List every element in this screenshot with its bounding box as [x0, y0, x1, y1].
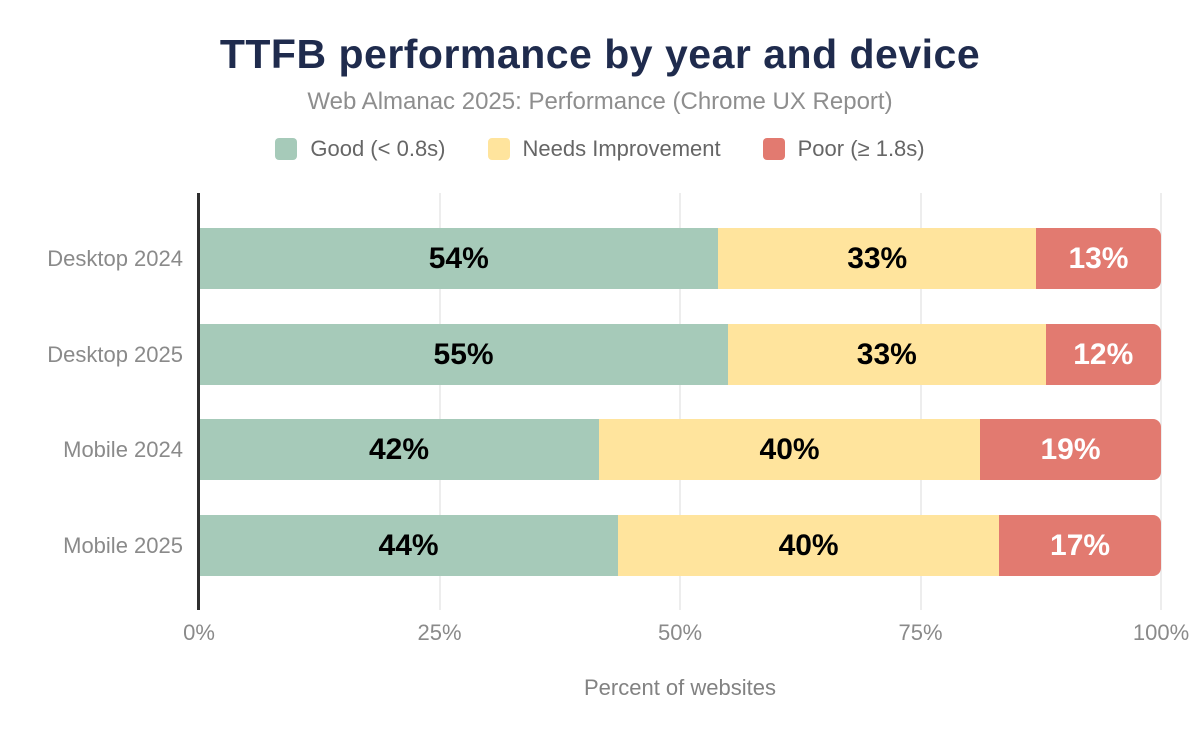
bar-value-label: 12%: [1073, 337, 1134, 371]
bar-segment: 33%: [728, 324, 1046, 385]
bar-value-label: 33%: [856, 337, 917, 371]
bar-segment: 54%: [199, 228, 719, 289]
plot-area: Percent of websites 54% 33% 13% Desktop 202…: [47, 193, 1189, 700]
bar-value-label: 17%: [1050, 528, 1111, 562]
gridline-25: [438, 193, 441, 610]
bar-segment: 17%: [999, 515, 1161, 576]
bar-value-label: 54%: [428, 241, 489, 275]
category-label: Desktop 2024: [47, 246, 183, 271]
bar-value-label: 40%: [759, 432, 820, 466]
y-axis-line: [197, 193, 200, 610]
bar-row-desktop-2024: 54% 33% 13%: [199, 228, 1161, 289]
bar-value-label: 13%: [1068, 241, 1129, 275]
category-label: Mobile 2025: [63, 533, 183, 558]
x-tick-label: 75%: [898, 620, 943, 645]
bar-row-desktop-2025: 55% 33% 12%: [199, 324, 1161, 385]
bar-value-label: 33%: [847, 241, 908, 275]
x-tick-label: 0%: [183, 620, 215, 645]
legend-swatch-icon: [762, 138, 785, 160]
bar-segment: 12%: [1045, 324, 1161, 385]
legend-item-0: Good (< 0.8s): [275, 136, 446, 162]
legend-item-label: Needs Improvement: [522, 136, 721, 161]
bar-value-label: 42%: [369, 432, 430, 466]
x-tick-label: 50%: [657, 620, 703, 645]
bar-row-mobile-2024: 42% 40% 19%: [199, 419, 1161, 480]
bar-row-mobile-2025: 44% 40% 17%: [199, 515, 1161, 576]
legend-item-2: Poor (≥ 1.8s): [762, 136, 925, 162]
bar-segment: 55%: [199, 324, 729, 385]
category-label: Desktop 2025: [47, 342, 183, 367]
bar-value-label: 44%: [378, 528, 439, 562]
legend-swatch-icon: [275, 138, 298, 160]
bar-value-label: 40%: [778, 528, 839, 562]
legend-swatch-icon: [487, 138, 510, 160]
chart-title: TTFB performance by year and device: [219, 31, 981, 77]
bar-segment: 19%: [980, 419, 1161, 480]
bar-segment: 13%: [1035, 228, 1161, 289]
legend-item-label: Good (< 0.8s): [310, 136, 446, 161]
gridline-50: [679, 193, 681, 610]
chart-subtitle: Web Almanac 2025: Performance (Chrome UX…: [307, 88, 893, 115]
bar-segment: 44%: [199, 515, 619, 576]
legend-item-1: Needs Improvement: [487, 136, 721, 162]
bar-segment: 33%: [718, 228, 1036, 289]
gridline-100: [1160, 193, 1162, 610]
x-tick-label: 25%: [417, 620, 462, 645]
bar-value-label: 19%: [1040, 432, 1101, 466]
x-tick-label: 100%: [1132, 620, 1190, 645]
legend: Good (< 0.8s) Needs Improvement Poor (≥ 1.…: [0, 136, 1200, 162]
legend-item-label: Poor (≥ 1.8s): [797, 136, 925, 161]
bar-segment: 40%: [618, 515, 1000, 576]
chart-header: TTFB performance by year and device Web …: [0, 0, 1200, 162]
category-label: Mobile 2024: [63, 437, 183, 462]
bar-value-label: 55%: [433, 337, 494, 371]
bar-segment: 42%: [199, 419, 600, 480]
x-axis-title: Percent of websites: [584, 675, 776, 700]
gridline-75: [919, 193, 922, 610]
bar-segment: 40%: [599, 419, 981, 480]
